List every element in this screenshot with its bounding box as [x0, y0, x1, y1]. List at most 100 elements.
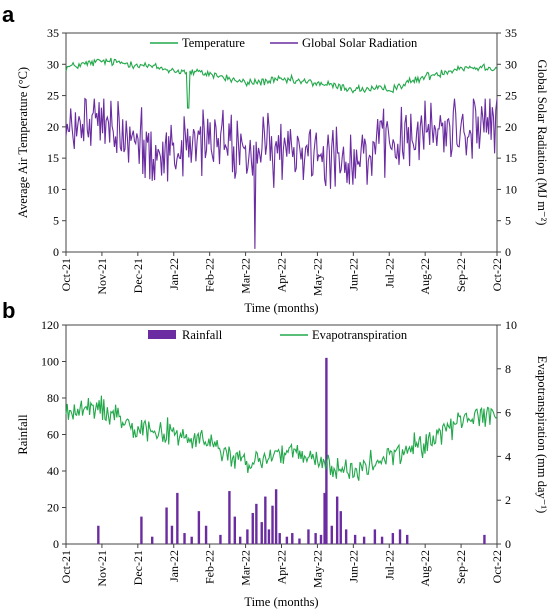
x-tick-label: Feb-22	[203, 550, 217, 584]
rainfall-bar	[260, 522, 263, 544]
rainfall-bar	[406, 534, 409, 544]
rainfall-bar	[176, 492, 179, 544]
y-right-tick-label: 35	[505, 26, 517, 40]
x-tick-label: Nov-21	[95, 550, 109, 587]
x-tick-label: Mar-22	[239, 550, 253, 586]
x-tick-label: Oct-21	[59, 258, 73, 291]
rainfall-bar	[380, 536, 384, 544]
x-tick-label: Jun-22	[346, 258, 360, 291]
y-right-tick-label: 20	[505, 120, 517, 134]
rainfall-bar	[314, 533, 317, 544]
rainfall-bar	[267, 529, 271, 544]
plot-frame	[65, 324, 498, 545]
x-tick-label: Dec-21	[131, 550, 145, 585]
y-left-tick-label: 5	[53, 214, 59, 228]
rainfall-bar	[330, 525, 333, 544]
x-tick-label: Apr-22	[275, 258, 289, 292]
x-axis-title: Time (months)	[244, 301, 318, 315]
rainfall-bar	[319, 534, 323, 544]
x-tick-label: Sep-22	[454, 258, 468, 292]
rainfall-bar	[97, 525, 100, 544]
y-left-tick-label: 15	[47, 151, 59, 165]
rainfall-bar	[339, 511, 342, 544]
x-tick-label: Mar-22	[239, 258, 253, 294]
rainfall-bar	[238, 536, 242, 544]
y-right-tick-label: 5	[505, 214, 511, 228]
y-right-axis-title: Global Solar Radiation (MJ m⁻²)	[535, 60, 549, 226]
rainfall-bar	[344, 529, 348, 544]
rainfall-bar	[140, 516, 143, 544]
y-right-tick-label: 30	[505, 57, 517, 71]
x-tick-label: Dec-21	[131, 258, 145, 293]
rainfall-bar	[233, 516, 237, 544]
x-tick-label: Apr-22	[275, 550, 289, 584]
x-tick-label: Nov-21	[95, 258, 109, 295]
rainfall-bar	[291, 533, 294, 544]
panel-label-a: a	[2, 2, 15, 27]
y-left-tick-label: 80	[47, 391, 59, 405]
legend-label: Temperature	[182, 36, 245, 50]
x-tick-label: Jul-22	[382, 550, 396, 580]
x-tick-label: Jun-22	[346, 550, 360, 583]
rainfall-bar	[391, 533, 395, 544]
legend-label: Evapotranspiration	[312, 328, 408, 342]
rainfall-bar	[271, 505, 274, 544]
y-left-tick-label: 10	[47, 182, 59, 196]
series-line-evapotranspiration	[65, 395, 498, 481]
legend-label: Rainfall	[182, 328, 223, 342]
y-left-tick-label: 60	[47, 428, 59, 442]
panel-label-b: b	[2, 298, 15, 323]
rainfall-bar	[251, 512, 254, 544]
y-left-axis-title: Rainfall	[16, 414, 30, 455]
rainfall-bar	[483, 534, 486, 544]
rainfall-bar	[246, 529, 249, 544]
y-left-tick-label: 35	[47, 26, 59, 40]
rainfall-bar	[264, 496, 267, 544]
panel-a: a 0 5 10 15 20 25 30 35 0 5 10 15 20 25 30 35 Oct-21 Nov-2…	[2, 2, 549, 315]
y-left-tick-label: 25	[47, 89, 59, 103]
y-left-tick-label: 40	[47, 464, 59, 478]
y-right-tick-label: 2	[505, 493, 511, 507]
x-tick-label: May-22	[310, 258, 324, 296]
rainfall-bar	[170, 525, 174, 544]
y-left-tick-label: 100	[41, 355, 59, 369]
legend-swatch	[148, 330, 176, 339]
y-left-tick-label: 30	[47, 57, 59, 71]
rainfall-bar	[298, 538, 301, 544]
rainfall-bar	[255, 503, 258, 544]
rainfall-bar	[278, 533, 281, 544]
rainfall-bar	[323, 492, 326, 544]
rainfall-bar	[165, 507, 168, 544]
rainfall-bar	[285, 536, 289, 544]
rainfall-bar	[274, 489, 278, 544]
rainfall-bar	[335, 496, 339, 544]
rainfall-bar	[190, 536, 193, 544]
panel-b: b 0 20 40 60 80 100 120 0 2 4 6 8 10 Oct-21 Nov-21 Dec-2…	[2, 298, 549, 609]
rainfall-bar	[325, 357, 328, 544]
y-right-tick-label: 10	[505, 182, 517, 196]
x-tick-label: Jul-22	[382, 258, 396, 288]
rainfall-bar	[307, 529, 310, 544]
y-left-tick-label: 0	[53, 537, 59, 551]
y-right-axis-title: Evapotranspiration (mm day⁻¹)	[535, 356, 549, 514]
rainfall-bar	[204, 525, 208, 544]
y-right-tick-label: 15	[505, 151, 517, 165]
y-right-tick-label: 8	[505, 362, 511, 376]
y-right-tick-label: 10	[505, 318, 517, 332]
x-tick-label: Jan-22	[167, 550, 181, 582]
rainfall-bar	[197, 511, 201, 544]
rainfall-bar	[183, 533, 186, 544]
x-tick-label: Feb-22	[203, 258, 217, 292]
x-tick-label: Oct-22	[490, 258, 504, 291]
series-line-temperature	[65, 57, 498, 109]
x-tick-label: Aug-22	[418, 550, 432, 587]
rainfall-bar	[353, 534, 357, 544]
x-axis-title: Time (months)	[244, 595, 318, 609]
y-left-tick-label: 20	[47, 120, 59, 134]
y-right-tick-label: 6	[505, 406, 511, 420]
x-tick-label: Sep-22	[454, 550, 468, 584]
rainfall-bar	[228, 491, 231, 544]
y-left-tick-label: 0	[53, 245, 59, 259]
y-left-tick-label: 120	[41, 318, 59, 332]
